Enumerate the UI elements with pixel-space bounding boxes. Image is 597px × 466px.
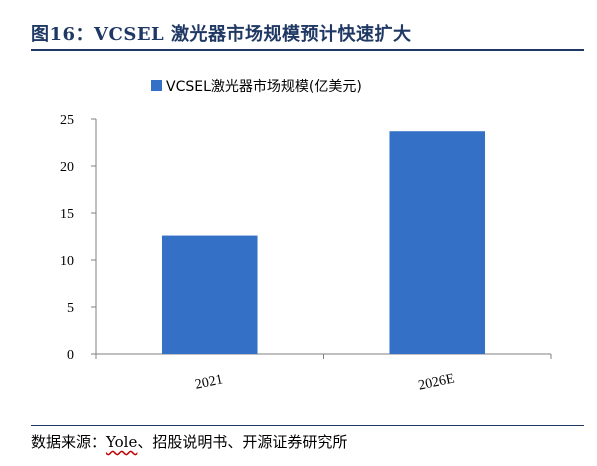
figure-title: 图16：VCSEL 激光器市场规模预计快速扩大 (31, 24, 412, 45)
title-divider (31, 49, 584, 51)
x-tick-label: 2026E (417, 371, 456, 393)
y-tick-label: 25 (60, 113, 74, 128)
chart-bars (161, 131, 486, 354)
y-tick-label: 0 (67, 348, 74, 363)
source-suffix: 、招股说明书、开源证券研究所 (137, 433, 348, 451)
chart-legend: VCSEL激光器市场规模(亿美元) (151, 78, 362, 95)
chart-axes: 0 5 10 15 20 25 2021 2026E (60, 113, 552, 394)
y-tick-label: 10 (60, 254, 74, 269)
bar-2021 (161, 235, 258, 354)
y-tick-label: 15 (60, 207, 74, 222)
y-tick-label: 5 (67, 301, 74, 316)
legend-label: VCSEL激光器市场规模(亿美元) (166, 78, 362, 95)
x-tick-label: 2021 (194, 372, 225, 392)
legend-swatch (151, 80, 162, 91)
source-name: Yole (106, 433, 138, 451)
bar-2026e (389, 131, 486, 354)
source-note: 数据来源：Yole、招股说明书、开源证券研究所 (31, 431, 347, 452)
source-prefix: 数据来源： (31, 433, 107, 451)
y-tick-label: 20 (60, 160, 74, 175)
source-divider (31, 425, 584, 426)
